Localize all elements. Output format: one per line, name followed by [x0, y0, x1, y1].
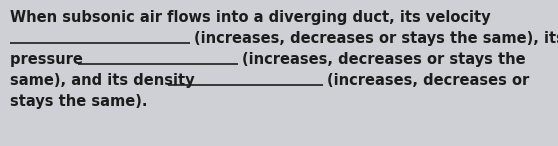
Text: pressure: pressure [10, 52, 88, 67]
Text: same), and its density: same), and its density [10, 73, 200, 88]
Text: (increases, decreases or stays the: (increases, decreases or stays the [242, 52, 526, 67]
Text: When subsonic air flows into a diverging duct, its velocity: When subsonic air flows into a diverging… [10, 10, 490, 25]
Text: (increases, decreases or stays the same), its: (increases, decreases or stays the same)… [194, 31, 558, 46]
Text: (increases, decreases or: (increases, decreases or [327, 73, 529, 88]
Text: stays the same).: stays the same). [10, 94, 147, 109]
